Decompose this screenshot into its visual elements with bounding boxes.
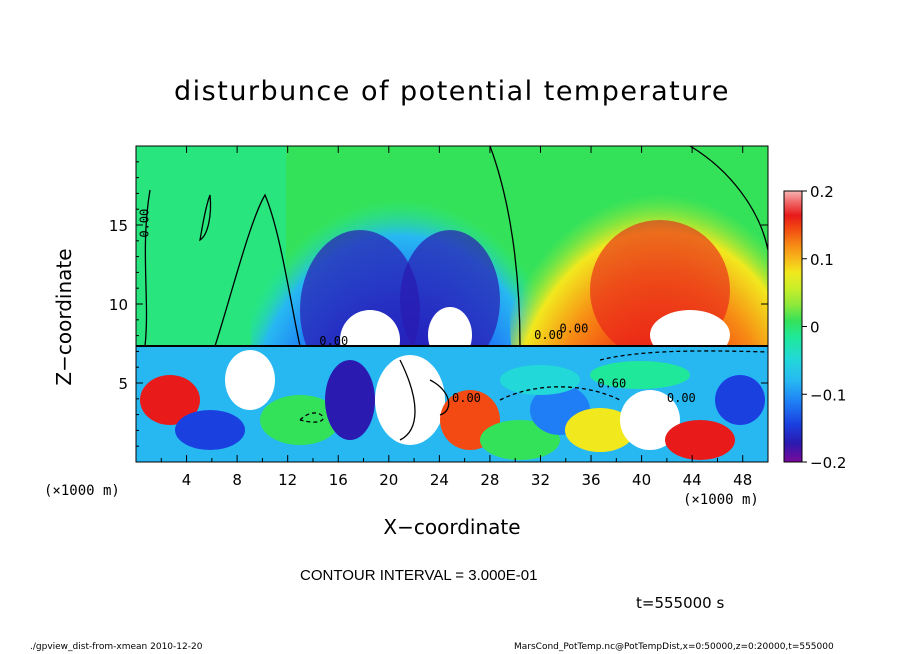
x-tick-label: 36 bbox=[581, 471, 600, 489]
colorbar bbox=[783, 190, 803, 463]
x-tick-label: 4 bbox=[182, 471, 192, 489]
contour-lines bbox=[144, 146, 768, 441]
contour-label: 0.00 bbox=[319, 334, 348, 348]
x-tick-label: 8 bbox=[232, 471, 242, 489]
heatmap-field bbox=[136, 146, 768, 462]
contour-label: 0.60 bbox=[597, 377, 626, 391]
x-unit-label: (×1000 m) bbox=[44, 483, 120, 499]
contour-interval: CONTOUR INTERVAL = 3.000E-01 bbox=[300, 567, 538, 584]
colorbar-tick-label: 0 bbox=[810, 319, 820, 337]
colorbar-tick-label: 0.2 bbox=[810, 183, 834, 201]
y-tick-label: 5 bbox=[118, 375, 128, 393]
contour-label: 0.00 bbox=[138, 209, 152, 238]
x-ticks: 4 8 12 16 20 24 28 32 36 40 44 48 bbox=[160, 146, 752, 489]
time-stamp: t=555000 s bbox=[636, 594, 725, 612]
footer-left: ./gpview_dist-from-xmean 2010-12-20 bbox=[30, 642, 203, 652]
colorbar-tick-label: 0.1 bbox=[810, 251, 834, 269]
contour-label: 0.00 bbox=[667, 391, 696, 405]
field-blue-core-right bbox=[400, 230, 500, 370]
contour-labels: 0.000.00 0.000.000.600.000.00 bbox=[138, 209, 696, 405]
colorbar-tick-label: −0.2 bbox=[810, 454, 846, 472]
x-tick-label: 20 bbox=[379, 471, 398, 489]
x-tick-label: 44 bbox=[683, 471, 702, 489]
y-ticks: 5 10 15 bbox=[109, 161, 768, 447]
contour-label: 0.00 bbox=[534, 328, 563, 342]
x-tick-label: 40 bbox=[632, 471, 651, 489]
x-tick-label: 16 bbox=[329, 471, 348, 489]
x-tick-label: 12 bbox=[278, 471, 297, 489]
chart-title: disturbunce of potential temperature bbox=[174, 76, 730, 107]
x-tick-label: 32 bbox=[531, 471, 550, 489]
colorbar-tick-label: −0.1 bbox=[810, 386, 846, 404]
y-tick-label: 10 bbox=[109, 296, 128, 314]
y-tick-label: 15 bbox=[109, 217, 128, 235]
x-axis-label: X−coordinate bbox=[383, 515, 521, 539]
x-tick-label: 28 bbox=[480, 471, 499, 489]
colorbar-ticks: 0.2 0.1 0 −0.1 −0.2 bbox=[802, 183, 846, 472]
y-axis-label: Z−coordinate bbox=[52, 248, 76, 386]
footer-right: MarsCond_PotTemp.nc@PotTempDist,x=0:5000… bbox=[514, 642, 834, 652]
x-tick-label: 48 bbox=[733, 471, 752, 489]
x-tick-label: 24 bbox=[430, 471, 449, 489]
x-unit-label-right: (×1000 m) bbox=[683, 492, 759, 508]
contour-label: 0.00 bbox=[559, 321, 588, 335]
turbulent-patches bbox=[140, 350, 765, 460]
contour-label: 0.00 bbox=[452, 391, 481, 405]
